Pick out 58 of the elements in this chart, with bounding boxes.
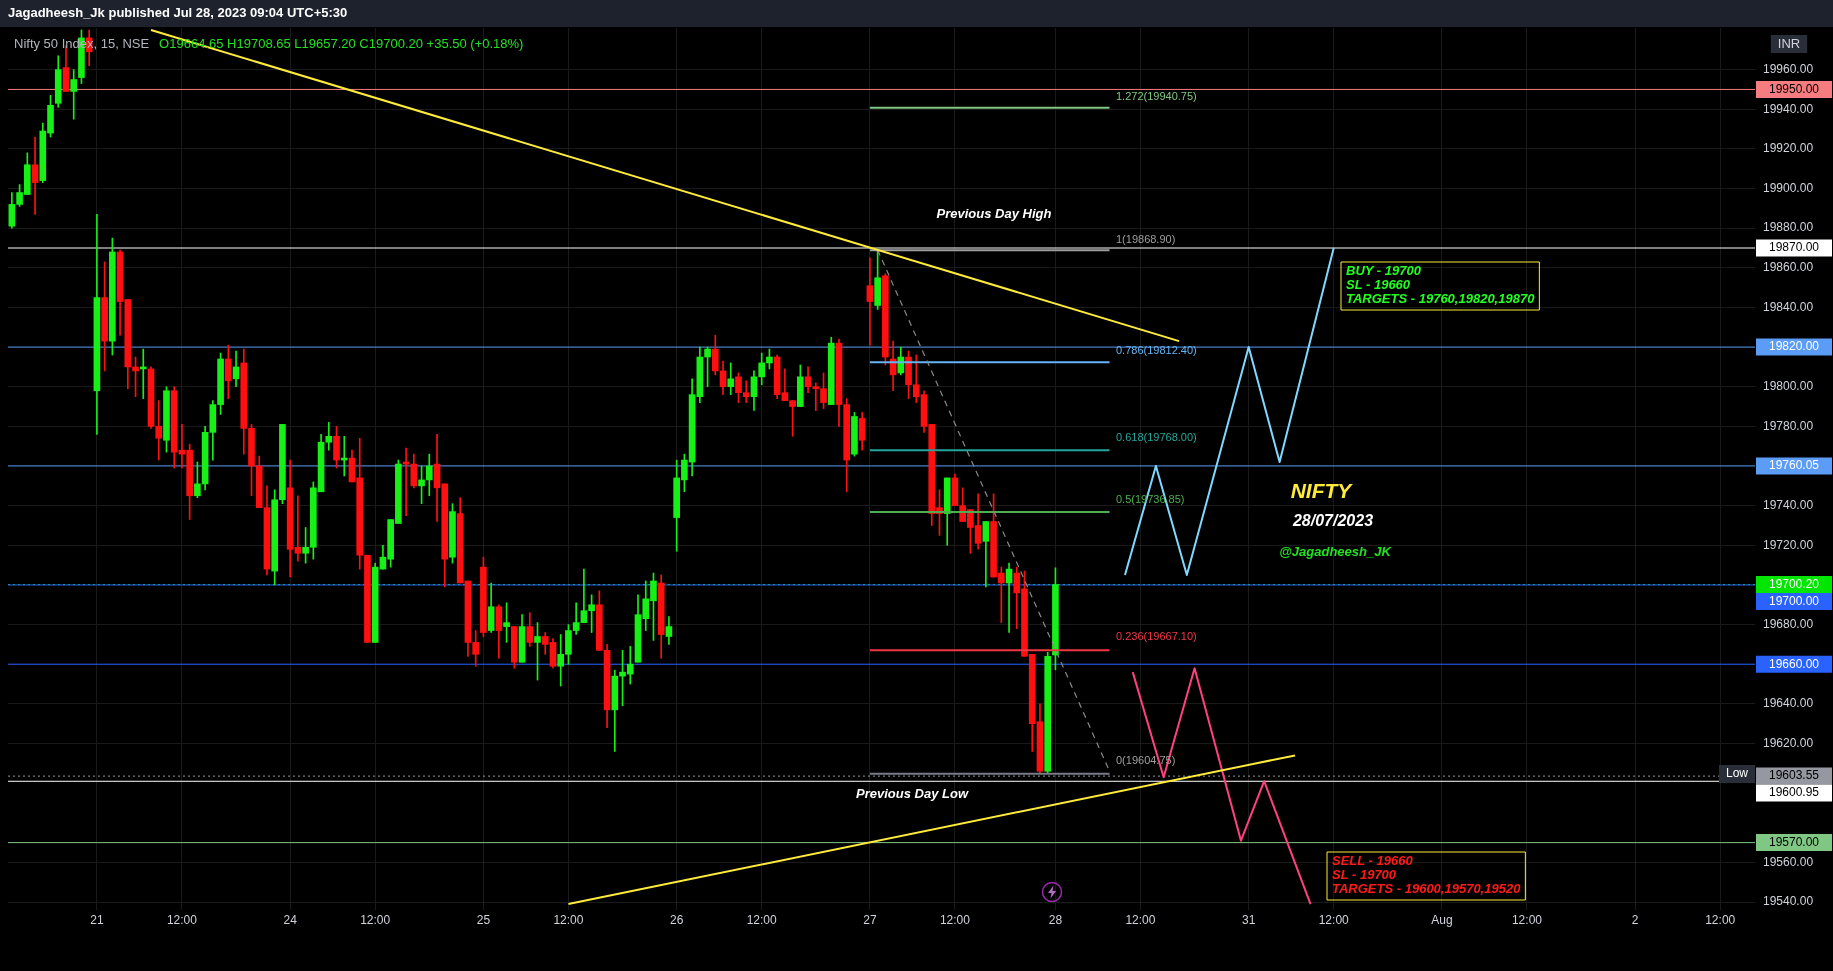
annotation: NIFTY xyxy=(1290,479,1354,503)
annotation: 1(19868.90) xyxy=(1116,232,1176,245)
y-tick-label: 19740.00 xyxy=(1763,497,1814,512)
x-tick-label: 24 xyxy=(283,912,298,927)
x-tick-label: 25 xyxy=(476,912,491,927)
annotation: @Jagadheesh_JK xyxy=(1279,544,1393,560)
annotation: 1.272(19940.75) xyxy=(1116,89,1197,102)
annotation: Low xyxy=(1725,766,1749,781)
x-tick-label: 12:00 xyxy=(746,912,778,927)
ref-line-label: 19700.20 xyxy=(1768,576,1820,591)
x-tick-label: 12:00 xyxy=(166,912,198,927)
x-tick-label: 2 xyxy=(1631,912,1639,927)
y-tick-label: 19940.00 xyxy=(1763,101,1814,116)
ref-line-label: 19760.05 xyxy=(1768,458,1820,473)
y-tick-label: 19560.00 xyxy=(1763,854,1814,869)
annotation: 0.236(19667.10) xyxy=(1116,629,1197,642)
y-tick-label: 19800.00 xyxy=(1763,379,1814,394)
ref-line-label: 19950.00 xyxy=(1768,81,1820,96)
x-tick-label: 12:00 xyxy=(360,912,391,927)
x-tick-label: Aug xyxy=(1431,912,1453,927)
y-tick-label: 19720.00 xyxy=(1763,537,1814,552)
ref-line-label: 19600.95 xyxy=(1768,785,1820,800)
y-tick-label: 19540.00 xyxy=(1763,894,1814,909)
x-tick-label: 12:00 xyxy=(1318,912,1350,927)
y-tick-label: 19640.00 xyxy=(1763,696,1814,711)
y-tick-label: 19900.00 xyxy=(1763,180,1814,195)
x-tick-label: 21 xyxy=(90,912,104,927)
x-tick-label: 26 xyxy=(669,912,684,927)
y-tick-label: 19620.00 xyxy=(1763,735,1814,750)
annotation: 28/07/2023 xyxy=(1291,512,1374,530)
text: Jagadheesh_Jk published Jul 28, 2023 09:04 UTC+5:30 xyxy=(8,5,348,21)
y-tick-label: 19780.00 xyxy=(1763,418,1814,433)
x-tick-label: 28 xyxy=(1048,912,1063,927)
x-tick-label: 12:00 xyxy=(1511,912,1543,927)
ref-line-label: 19570.00 xyxy=(1768,834,1820,849)
x-tick-label: 12:00 xyxy=(553,912,584,927)
ref-line-label: 19870.00 xyxy=(1768,240,1820,255)
y-tick-label: 19880.00 xyxy=(1763,220,1814,235)
y-tick-label: 19860.00 xyxy=(1763,260,1814,275)
annotation: SELL - 19660 SL - 19700 TARGETS - 19600,19570,19520 xyxy=(1332,853,1522,897)
x-tick-label: 12:00 xyxy=(1705,912,1736,927)
ref-line-label: 19700.00 xyxy=(1768,593,1820,608)
annotation: Previous Day Low xyxy=(856,786,969,802)
annotation: BUY - 19700 SL - 19660 TARGETS - 19760,19820,19870 xyxy=(1346,263,1536,307)
ref-line-label: 19603.55 xyxy=(1768,768,1820,783)
x-tick-label: 12:00 xyxy=(939,912,971,927)
y-tick-label: 19840.00 xyxy=(1763,299,1814,314)
annotation: Previous Day High xyxy=(936,206,1052,222)
x-tick-label: 31 xyxy=(1242,912,1256,927)
text: INR xyxy=(1777,35,1801,51)
y-tick-label: 19920.00 xyxy=(1763,141,1814,156)
y-tick-label: 19680.00 xyxy=(1763,616,1814,631)
y-tick-label: 19960.00 xyxy=(1763,61,1814,76)
x-tick-label: 27 xyxy=(863,912,877,927)
x-tick-label: 12:00 xyxy=(1125,912,1156,927)
annotation: 0.618(19768.00) xyxy=(1116,430,1197,443)
ref-line-label: 19820.00 xyxy=(1768,339,1820,354)
ref-line-label: 19660.00 xyxy=(1768,656,1820,671)
